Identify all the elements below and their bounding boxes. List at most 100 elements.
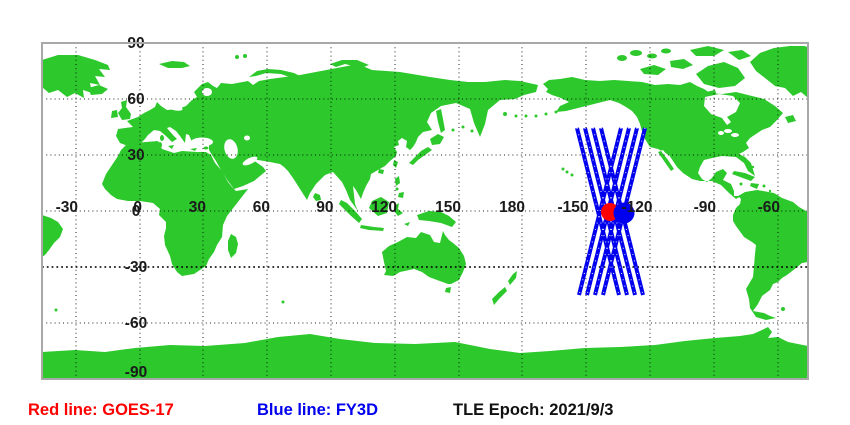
fy3d-track-dots <box>576 127 620 296</box>
land-sakhalin <box>436 109 445 133</box>
land-nz-south <box>492 287 507 305</box>
fy3d-track-dots <box>586 127 630 296</box>
land-honshu <box>409 147 432 165</box>
land-britain <box>118 100 131 120</box>
land-brazil-east-tip <box>42 215 63 257</box>
sea-great-lake <box>731 133 739 137</box>
sea-caspian <box>224 139 238 159</box>
sea-white-sea <box>202 88 212 96</box>
lat-label--90: -90 <box>125 364 147 381</box>
lon-label-30: 30 <box>189 199 206 216</box>
land-hokkaido <box>430 134 444 145</box>
land-svalbard <box>159 61 190 68</box>
legend: Red line: GOES-17 Blue line: FY3D TLE Ep… <box>28 401 613 419</box>
land-aleutian-isle <box>544 112 548 116</box>
lon-label--150: -150 <box>557 199 588 216</box>
land-sicily <box>168 145 174 149</box>
land-st-lawrence-isle <box>503 112 507 116</box>
land-antarctica <box>42 327 808 379</box>
land-kuril-isle <box>451 128 455 132</box>
land-arctic-isle <box>235 55 239 59</box>
fy3d-subpoint-marker <box>613 202 635 224</box>
land-madagascar <box>228 234 238 258</box>
land-devon-island <box>728 50 751 60</box>
lon-label-60: 60 <box>253 199 270 216</box>
land-taiwan <box>393 160 398 168</box>
land-falklands <box>781 307 785 311</box>
land-newfoundland <box>785 115 796 123</box>
land-aleutian-isle <box>534 114 538 118</box>
lon-label-150: 150 <box>435 199 461 216</box>
axis-labels: 90 60 30 0 -30 -60 -90 -30 0 30 60 90 12… <box>56 35 780 381</box>
land-arctic-isle <box>661 48 671 54</box>
land-hispaniola <box>750 183 759 189</box>
fy3d-track-dots <box>602 127 646 296</box>
fy3d-track-dots <box>584 127 628 296</box>
fy3d-track-dots <box>600 127 644 296</box>
lon-label--30: -30 <box>56 199 78 216</box>
land-sumatra <box>339 200 362 223</box>
legend-goes17: Red line: GOES-17 <box>28 401 174 419</box>
land-jamaica <box>739 182 743 186</box>
legend-fy3d: Blue line: FY3D <box>257 401 378 419</box>
land-greenland-east <box>750 46 808 98</box>
lon-label--60: -60 <box>758 199 780 216</box>
land-mindanao <box>398 192 404 198</box>
sea-bothnia <box>181 87 193 105</box>
land-antilles <box>768 189 772 193</box>
land-hawaii <box>561 167 565 171</box>
land-arctic-isle <box>647 53 657 59</box>
lon-label-180: 180 <box>499 199 525 216</box>
lat-label-30: 30 <box>127 147 144 164</box>
land-sri-lanka <box>313 193 321 201</box>
land-greenland-west <box>42 55 110 98</box>
subpoint-markers <box>601 202 635 224</box>
grid-layer <box>42 43 808 379</box>
legend-tle-epoch: TLE Epoch: 2021/9/3 <box>453 401 613 419</box>
sea-baltic <box>161 101 183 111</box>
lon-label-120: 120 <box>371 199 397 216</box>
land-kuril-isle <box>461 125 465 129</box>
land-africa <box>102 141 248 276</box>
lat-label-60: 60 <box>127 91 144 108</box>
sea-great-lake <box>718 131 724 135</box>
land-south-atlantic-isle <box>54 308 58 312</box>
land-layer <box>42 46 808 379</box>
land-philippine-isle <box>395 187 399 191</box>
land-crete <box>190 148 197 151</box>
sea-great-lake <box>724 129 732 133</box>
land-java <box>360 225 384 231</box>
lon-label--120: -120 <box>621 199 652 216</box>
land-south-america <box>733 190 808 320</box>
land-hainan <box>378 169 384 174</box>
land-victoria-island <box>640 65 666 75</box>
land-cuba <box>732 171 755 181</box>
land-bahamas <box>746 162 750 166</box>
land-kuril-isle <box>470 129 474 133</box>
land-arctic-isle <box>630 50 642 56</box>
land-ellesmere <box>690 46 724 56</box>
sea-hudson-bay <box>704 94 740 125</box>
fy3d-track-dots <box>594 127 638 296</box>
land-hawaii <box>570 173 574 177</box>
land-tasmania <box>445 287 451 293</box>
lat-label--30: -30 <box>125 259 147 276</box>
fy3d-track-dots <box>578 127 622 296</box>
land-aleutian-isle <box>514 114 518 118</box>
sea-black-sea <box>191 137 213 147</box>
land-bahamas <box>751 165 755 169</box>
land-nz-north <box>508 271 517 285</box>
lat-label-0: 0 <box>132 203 141 220</box>
land-aleutian-isle <box>524 114 528 118</box>
land-sulawesi <box>394 203 403 216</box>
land-ireland <box>111 110 118 118</box>
fy3d-track-dots <box>592 127 636 296</box>
land-antilles <box>770 194 774 198</box>
land-corsica <box>160 135 164 141</box>
map-border <box>41 42 809 380</box>
land-cyprus <box>203 146 209 150</box>
land-eurasia <box>116 64 538 211</box>
land-arctic-isle <box>243 54 247 58</box>
